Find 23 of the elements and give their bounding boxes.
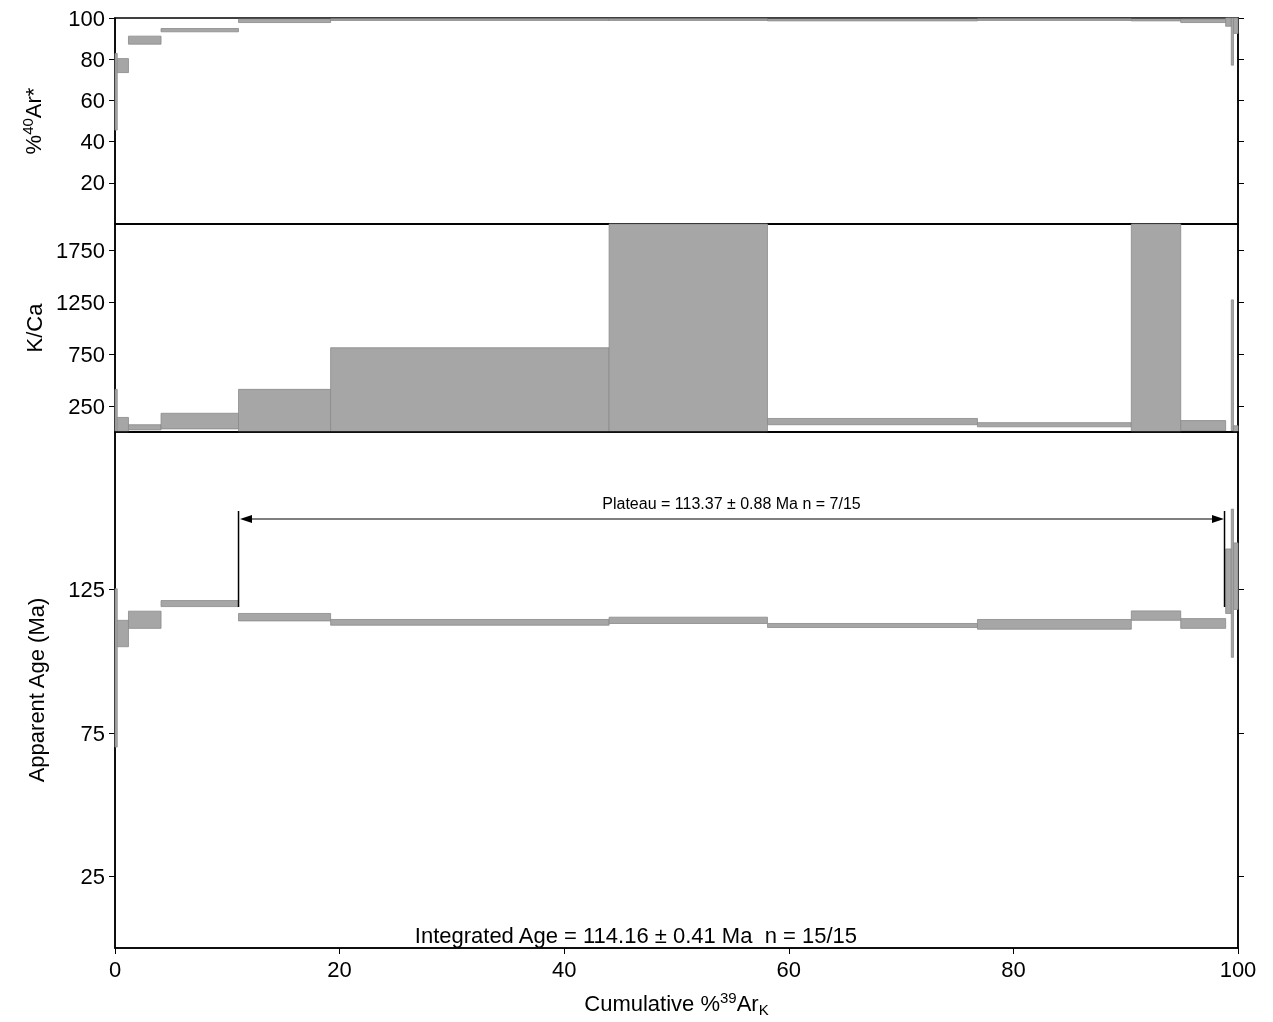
y-tick-label: 1250 xyxy=(56,289,105,315)
y-axis-title: Apparent Age (Ma) xyxy=(23,597,49,783)
x-tick-label: 80 xyxy=(1001,956,1026,982)
x-tick-label: 60 xyxy=(776,956,802,982)
y-axis-title: %40Ar* xyxy=(19,87,46,155)
y-tick-label: 1750 xyxy=(56,237,105,263)
x-tick-label: 0 xyxy=(108,956,122,982)
y-tick-label: 75 xyxy=(80,720,105,746)
annotation: Integrated Age = 114.16 ± 0.41 Ma n = 15/15 xyxy=(414,922,858,948)
y-tick-label: 40 xyxy=(80,129,105,155)
y-tick-label: 80 xyxy=(80,46,105,72)
y-tick-label: 100 xyxy=(68,5,105,31)
y-tick-label: 20 xyxy=(80,170,105,196)
y-axis-title: K/Ca xyxy=(21,302,47,353)
annotation: Plateau = 113.37 ± 0.88 Ma n = 7/15 xyxy=(601,495,862,513)
y-tick-label: 125 xyxy=(68,577,105,603)
x-tick-label: 100 xyxy=(1219,956,1257,982)
y-tick-label: 25 xyxy=(80,863,105,889)
x-tick-label: 40 xyxy=(551,956,577,982)
y-tick-label: 250 xyxy=(68,393,105,419)
y-tick-label: 60 xyxy=(80,87,105,113)
x-tick-label: 20 xyxy=(327,956,352,982)
y-tick-label: 750 xyxy=(68,341,105,367)
